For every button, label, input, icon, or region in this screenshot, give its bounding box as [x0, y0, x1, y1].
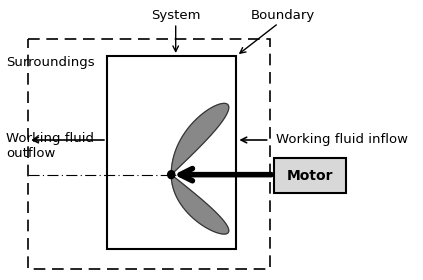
Text: Working fluid
outflow: Working fluid outflow	[6, 132, 94, 160]
Text: Working fluid inflow: Working fluid inflow	[276, 133, 408, 146]
Text: System: System	[151, 9, 201, 22]
Polygon shape	[171, 103, 229, 175]
Text: Motor: Motor	[286, 169, 333, 183]
Text: Surroundings: Surroundings	[6, 56, 94, 69]
Bar	[107, 56, 236, 249]
Bar	[28, 39, 269, 269]
Circle shape	[168, 171, 175, 179]
Text: Boundary: Boundary	[251, 9, 315, 22]
Polygon shape	[171, 175, 229, 234]
Bar	[274, 158, 346, 193]
